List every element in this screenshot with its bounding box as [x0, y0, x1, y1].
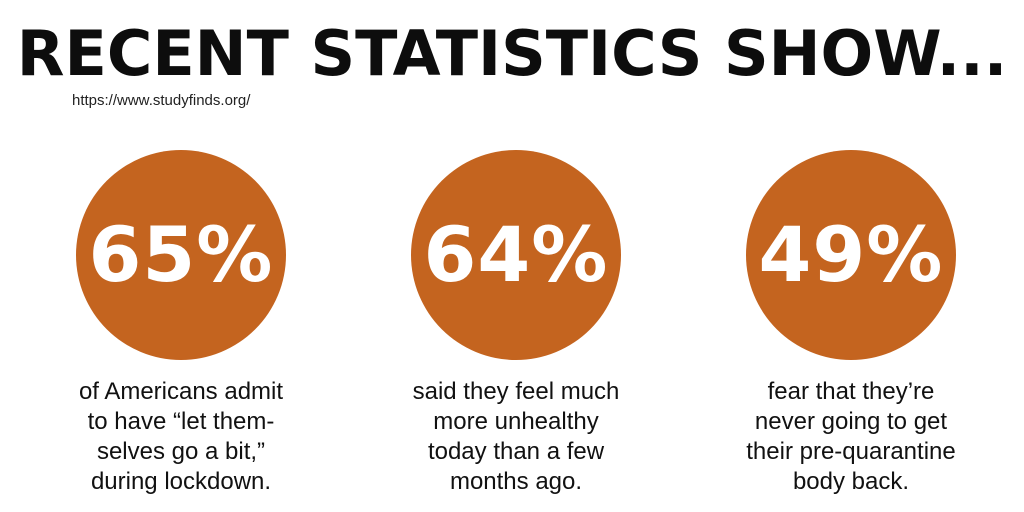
stat-caption-line: selves go a bit,” [96, 438, 266, 465]
stat-circle: 49% [746, 150, 956, 360]
stat-caption: fear that they’re never going to get the… [701, 377, 1001, 497]
stat-caption-line: their pre-quarantine [746, 438, 956, 465]
stat-caption: said they feel much more unhealthy today… [366, 377, 666, 497]
stat-percent: 49% [758, 210, 944, 299]
stat-caption-line: today than a few [427, 438, 605, 465]
stat-caption: of Americans admit to have “let them- se… [31, 377, 331, 497]
stat-caption-line: of Americans admit [78, 378, 284, 405]
stat-caption-line: body back. [792, 468, 910, 495]
stat-circle: 64% [411, 150, 621, 360]
stat-card: 64% said they feel much more unhealthy t… [366, 150, 666, 497]
stat-card: 49% fear that they’re never going to get… [701, 150, 1001, 497]
stat-caption-line: never going to get [754, 408, 948, 435]
stat-caption-line: months ago. [449, 468, 583, 495]
stat-caption-line: during lockdown. [90, 468, 272, 495]
stat-circle: 65% [76, 150, 286, 360]
source-link[interactable]: https://www.studyfinds.org/ [72, 92, 251, 109]
stat-caption-line: more unhealthy [433, 408, 599, 435]
stat-percent: 64% [423, 210, 609, 299]
stat-caption-line: said they feel much [412, 378, 620, 405]
page-title: RECENT STATISTICS SHOW... [16, 17, 1008, 90]
stat-caption-line: to have “let them- [87, 408, 275, 435]
stat-percent: 65% [88, 210, 274, 299]
stat-card: 65% of Americans admit to have “let them… [31, 150, 331, 497]
stat-caption-line: fear that they’re [767, 378, 935, 405]
